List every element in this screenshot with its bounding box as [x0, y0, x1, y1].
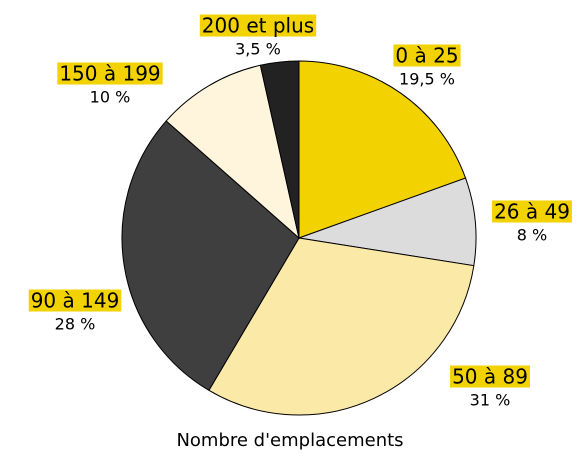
slice-label: 150 à 199: [59, 62, 160, 86]
pie-slice: [208, 237, 475, 416]
label-highlight: [28, 289, 122, 312]
slice-value: 8 %: [517, 226, 547, 245]
label-highlight: [199, 14, 317, 37]
labels: 0 à 25 19,5 % 26 à 49 8 % 50 à 89 31 % 90 à 14…: [28, 14, 572, 410]
slice-value: 31 %: [470, 391, 511, 410]
pie-slice: [298, 60, 467, 239]
slice-value: 3,5 %: [235, 40, 281, 59]
slice-label: 26 à 49: [494, 200, 570, 224]
label-highlight: [57, 62, 163, 85]
pie-slice: [259, 60, 300, 239]
pie: [121, 60, 477, 416]
pie-slice: [121, 120, 300, 392]
pie-slice: [298, 177, 477, 267]
slice-label: 90 à 149: [31, 289, 120, 313]
slice-label: 200 et plus: [202, 14, 314, 38]
label-highlight: [450, 365, 530, 388]
slice-label: 0 à 25: [395, 44, 458, 68]
slice-value: 10 %: [90, 88, 131, 107]
label-highlight: [492, 200, 572, 223]
slice-label: 50 à 89: [452, 365, 528, 389]
slice-value: 19,5 %: [399, 70, 455, 89]
label-highlight: [393, 44, 461, 67]
slice-value: 28 %: [55, 315, 96, 334]
pie-slice: [165, 64, 300, 240]
chart-title: Nombre d'emplacements: [176, 430, 403, 451]
